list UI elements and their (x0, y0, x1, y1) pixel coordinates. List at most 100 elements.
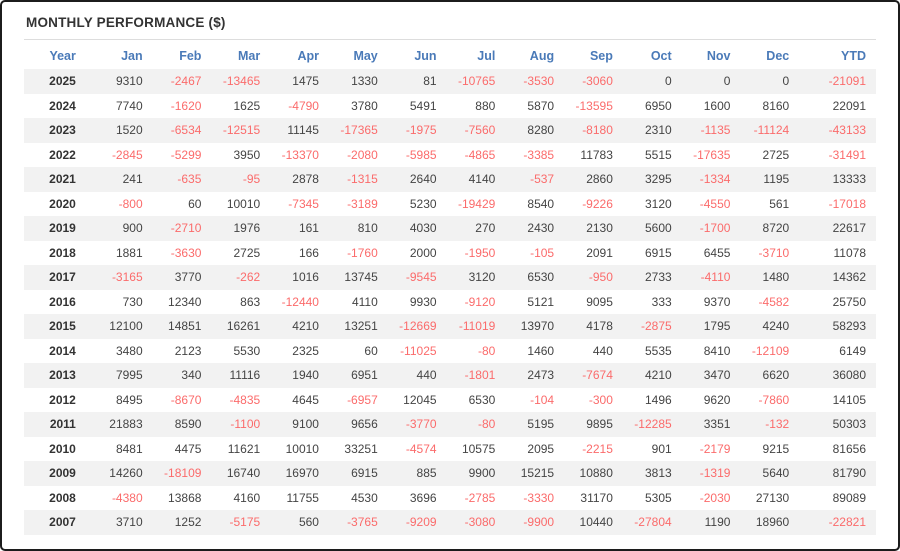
value-cell: 1330 (351, 74, 378, 89)
value-cell: 3710 (115, 515, 143, 530)
value-cell: 810 (357, 221, 378, 236)
value-cell: -262 (236, 270, 261, 285)
value-cell: 3780 (351, 98, 378, 113)
value-cell: -27804 (634, 515, 672, 530)
value-cell: 3351 (703, 417, 731, 432)
value-cell: 166 (298, 245, 319, 260)
value-cell: -19429 (457, 196, 496, 211)
value-cell: 58293 (832, 319, 866, 334)
value-cell: 3696 (409, 490, 437, 505)
value-cell: -1975 (405, 123, 437, 138)
value-cell: 15215 (520, 466, 555, 481)
table-row: 2013 7995 340 11116 1940 6951 440 -1801 2473 -767… (24, 363, 876, 388)
year-cell: 2022 (49, 147, 76, 162)
value-cell: 12045 (403, 392, 437, 407)
value-cell: -9226 (582, 196, 613, 211)
value-cell: 11621 (227, 441, 261, 456)
value-cell: -1700 (699, 221, 731, 236)
value-cell: 8410 (703, 343, 731, 358)
table-row: 2023 1520 -6534 -12515 11145 -17365 -1975 -7560… (24, 118, 876, 143)
value-cell: 1940 (292, 368, 319, 383)
value-cell: -2785 (464, 490, 496, 505)
col-header-may: May (353, 48, 378, 63)
value-cell: 2130 (586, 221, 613, 236)
value-cell: 11078 (833, 245, 866, 260)
value-cell: -12440 (281, 294, 319, 309)
col-header-year: Year (49, 48, 76, 63)
value-cell: -3385 (523, 147, 555, 162)
value-cell: 16740 (226, 466, 261, 481)
value-cell: -3165 (111, 270, 143, 285)
table-row: 2021 241 -635 -95 2878 -1315 2640 4140 -537 2860 3… (24, 167, 876, 192)
value-cell: -5985 (405, 147, 437, 162)
value-cell: 31170 (580, 490, 613, 505)
value-cell: 50303 (832, 417, 866, 432)
year-cell: 2015 (49, 319, 76, 334)
value-cell: -4790 (288, 98, 319, 113)
value-cell: 8720 (762, 221, 790, 236)
year-cell: 2009 (49, 466, 76, 481)
value-cell: -4110 (700, 270, 731, 285)
value-cell: -800 (118, 196, 143, 211)
value-cell: 3470 (703, 368, 731, 383)
year-cell: 2023 (49, 123, 76, 138)
value-cell: -1760 (347, 245, 378, 260)
col-header-ytd: YTD (841, 48, 866, 63)
value-cell: 1460 (527, 343, 555, 358)
value-cell: 6149 (839, 343, 866, 358)
year-cell: 2012 (49, 392, 76, 407)
value-cell: -3765 (347, 515, 378, 530)
value-cell: 1496 (644, 392, 672, 407)
value-cell: 5230 (409, 196, 437, 211)
page-title: MONTHLY PERFORMANCE ($) (26, 15, 226, 30)
value-cell: 1795 (703, 319, 731, 334)
value-cell: 18960 (755, 515, 790, 530)
value-cell: 2640 (409, 172, 437, 187)
value-cell: 885 (416, 466, 437, 481)
value-cell: 1976 (233, 221, 261, 236)
value-cell: -1620 (170, 98, 202, 113)
value-cell: 81790 (832, 466, 866, 481)
value-cell: 2095 (527, 441, 555, 456)
value-cell: -2080 (347, 147, 378, 162)
value-cell: -18109 (164, 466, 202, 481)
value-cell: -95 (242, 172, 261, 187)
title-divider (24, 39, 876, 40)
value-cell: 9656 (351, 417, 378, 432)
value-cell: 36080 (832, 368, 866, 383)
value-cell: 6455 (703, 245, 731, 260)
value-cell: 9095 (586, 294, 613, 309)
col-header-jun: Jun (414, 48, 437, 63)
value-cell: -7674 (582, 368, 613, 383)
value-cell: 6915 (644, 245, 672, 260)
value-cell: 863 (240, 294, 261, 309)
value-cell: -9545 (405, 270, 437, 285)
value-cell: 60 (364, 343, 378, 358)
value-cell: 3120 (468, 270, 496, 285)
col-header-feb: Feb (179, 48, 202, 63)
value-cell: 1252 (174, 515, 202, 530)
value-cell: 81 (423, 74, 437, 89)
value-cell: 6530 (468, 392, 496, 407)
table-row: 2024 7740 -1620 1625 -4790 3780 5491 880 5870 -13… (24, 94, 876, 119)
value-cell: 4030 (409, 221, 437, 236)
value-cell: -10765 (457, 74, 496, 89)
value-cell: 12100 (109, 319, 143, 334)
value-cell: 8160 (762, 98, 790, 113)
value-cell: 22617 (832, 221, 866, 236)
value-cell: 4160 (233, 490, 261, 505)
value-cell: -11025 (400, 343, 437, 358)
value-cell: 5515 (644, 147, 672, 162)
value-cell: 5491 (409, 98, 437, 113)
value-cell: 6951 (351, 368, 378, 383)
value-cell: 33251 (344, 441, 378, 456)
value-cell: -2845 (111, 147, 143, 162)
value-cell: 3950 (233, 147, 261, 162)
value-cell: -3080 (464, 515, 496, 530)
value-cell: 4140 (468, 172, 496, 187)
value-cell: -105 (530, 245, 555, 260)
value-cell: 3813 (644, 466, 672, 481)
value-cell: 27130 (755, 490, 790, 505)
value-cell: -2179 (699, 441, 731, 456)
